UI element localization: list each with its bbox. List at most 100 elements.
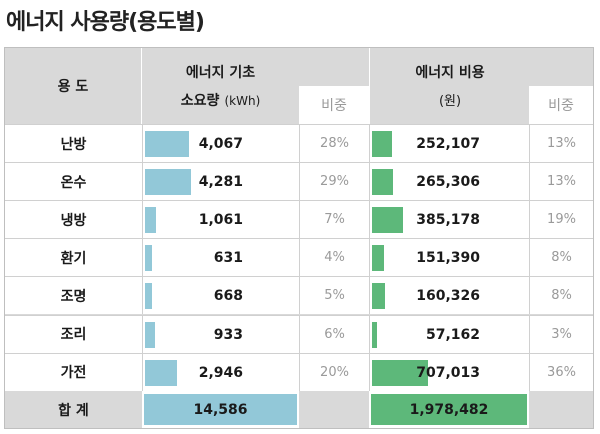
row-cost-text: 252,107 — [370, 125, 480, 163]
row-cost-cell: 57,162 — [369, 314, 529, 354]
row-cost-ratio: 8% — [551, 250, 572, 266]
row-cost-text: 265,306 — [370, 163, 480, 201]
row-kwh-ratio-cell: 5% — [299, 276, 369, 315]
row-label: 가전 — [60, 365, 87, 382]
row-kwh-ratio-cell: 29% — [299, 162, 369, 201]
row-cost-ratio-cell: 3% — [529, 314, 593, 353]
header-usage-label: 용 도 — [57, 79, 89, 95]
row-kwh-ratio: 28% — [320, 136, 349, 152]
row-cost-text: 160,326 — [370, 277, 480, 315]
row-cost-cell: 252,107 — [369, 124, 529, 163]
row-cost-text: 385,178 — [370, 201, 480, 239]
total-cost-cell: 1,978,482 — [369, 391, 529, 428]
row-cost-cell: 265,306 — [369, 162, 529, 201]
row-cost-value: 265,306 — [416, 174, 480, 191]
row-kwh-bar — [145, 169, 191, 196]
energy-table: 용 도 에너지 기초 소요량 (kWh) 비중 에너지 비용 (원) 비중 난방… — [4, 47, 594, 429]
row-kwh-cell: 4,067 — [142, 124, 299, 163]
row-kwh-value: 1,061 — [198, 212, 243, 229]
row-kwh-ratio: 7% — [324, 212, 345, 228]
row-kwh-value: 933 — [213, 326, 243, 343]
row-cost-bar — [372, 321, 377, 348]
ratio-label-2: 비중 — [548, 98, 574, 114]
row-cost-ratio-cell: 19% — [529, 200, 593, 239]
row-cost-cell: 151,390 — [369, 238, 529, 277]
row-label-cell: 조명 — [5, 276, 142, 315]
row-kwh-ratio: 6% — [324, 326, 345, 342]
total-label-cell: 합 계 — [5, 391, 142, 428]
row-kwh-value: 4,281 — [198, 174, 243, 191]
row-cost-bar — [372, 283, 385, 310]
header-energy-consumption: 에너지 기초 소요량 (kWh) — [142, 48, 299, 124]
row-cost-value: 151,390 — [416, 250, 480, 267]
row-kwh-ratio-cell: 20% — [299, 352, 369, 391]
header-cost-unit: (원) — [438, 94, 462, 109]
row-kwh-value: 668 — [213, 288, 243, 305]
row-label-cell: 조리 — [5, 314, 142, 353]
row-kwh-bar — [145, 283, 153, 310]
row-cost-value: 252,107 — [416, 136, 480, 153]
page-title: 에너지 사용량(용도별) — [6, 10, 205, 35]
row-label: 환기 — [60, 250, 87, 267]
row-kwh-ratio: 5% — [324, 288, 345, 304]
row-cost-text: 707,013 — [370, 354, 480, 392]
row-label: 냉방 — [60, 212, 87, 229]
total-ratio-cost — [529, 391, 593, 428]
row-cost-bar — [372, 245, 384, 272]
row-kwh-text: 2,946 — [143, 354, 243, 392]
row-kwh-text: 933 — [143, 316, 243, 354]
row-cost-ratio: 13% — [547, 136, 576, 152]
header-consumption: 소요량 — [180, 93, 220, 109]
row-kwh-ratio-cell: 6% — [299, 314, 369, 353]
row-kwh-cell: 4,281 — [142, 162, 299, 201]
row-cost-value: 385,178 — [416, 212, 480, 229]
header-ratio-cost: 비중 — [529, 86, 593, 124]
row-kwh-cell: 933 — [142, 314, 299, 354]
row-label: 온수 — [60, 174, 87, 191]
row-cost-cell: 707,013 — [369, 352, 529, 392]
row-cost-ratio: 3% — [551, 326, 572, 342]
row-cost-ratio-cell: 8% — [529, 238, 593, 277]
total-ratio-kwh — [299, 391, 369, 428]
row-kwh-bar — [145, 207, 157, 234]
row-cost-value: 707,013 — [416, 364, 480, 381]
row-kwh-value: 631 — [213, 250, 243, 267]
row-cost-bar — [372, 131, 392, 158]
row-kwh-text: 668 — [143, 277, 243, 315]
total-kwh-value: 14,586 — [193, 401, 248, 418]
row-cost-ratio: 13% — [547, 174, 576, 190]
row-kwh-text: 631 — [143, 239, 243, 277]
row-cost-text: 57,162 — [370, 316, 480, 354]
row-kwh-bar — [145, 359, 177, 386]
row-kwh-cell: 1,061 — [142, 200, 299, 239]
row-cost-bar — [372, 169, 393, 196]
total-label: 합 계 — [58, 402, 89, 419]
row-kwh-ratio-cell: 7% — [299, 200, 369, 239]
row-cost-ratio-cell: 36% — [529, 352, 593, 391]
row-cost-ratio: 19% — [547, 212, 576, 228]
row-kwh-bar — [145, 131, 189, 158]
row-kwh-ratio: 4% — [324, 250, 345, 266]
total-cost-value: 1,978,482 — [409, 401, 489, 418]
row-label-cell: 가전 — [5, 352, 142, 391]
row-cost-ratio-cell: 13% — [529, 162, 593, 201]
row-cost-ratio-cell: 13% — [529, 124, 593, 163]
row-kwh-ratio: 20% — [320, 364, 349, 380]
row-cost-cell: 385,178 — [369, 200, 529, 239]
row-label-cell: 난방 — [5, 124, 142, 163]
row-cost-bar — [372, 207, 403, 234]
row-kwh-ratio-cell: 28% — [299, 124, 369, 163]
header-ratio-kwh: 비중 — [299, 86, 369, 124]
row-kwh-cell: 668 — [142, 276, 299, 315]
row-kwh-text: 4,281 — [143, 163, 243, 201]
row-kwh-bar — [145, 321, 156, 348]
row-kwh-value: 2,946 — [198, 364, 243, 381]
row-kwh-ratio-cell: 4% — [299, 238, 369, 277]
row-cost-ratio: 36% — [547, 364, 576, 380]
header-cost-label: 에너지 비용 — [415, 65, 485, 81]
row-cost-text: 151,390 — [370, 239, 480, 277]
row-cost-ratio-cell: 8% — [529, 276, 593, 315]
row-kwh-bar — [145, 245, 152, 272]
row-label: 조리 — [60, 327, 87, 344]
header-energy-cost: 에너지 비용 (원) — [369, 48, 529, 124]
